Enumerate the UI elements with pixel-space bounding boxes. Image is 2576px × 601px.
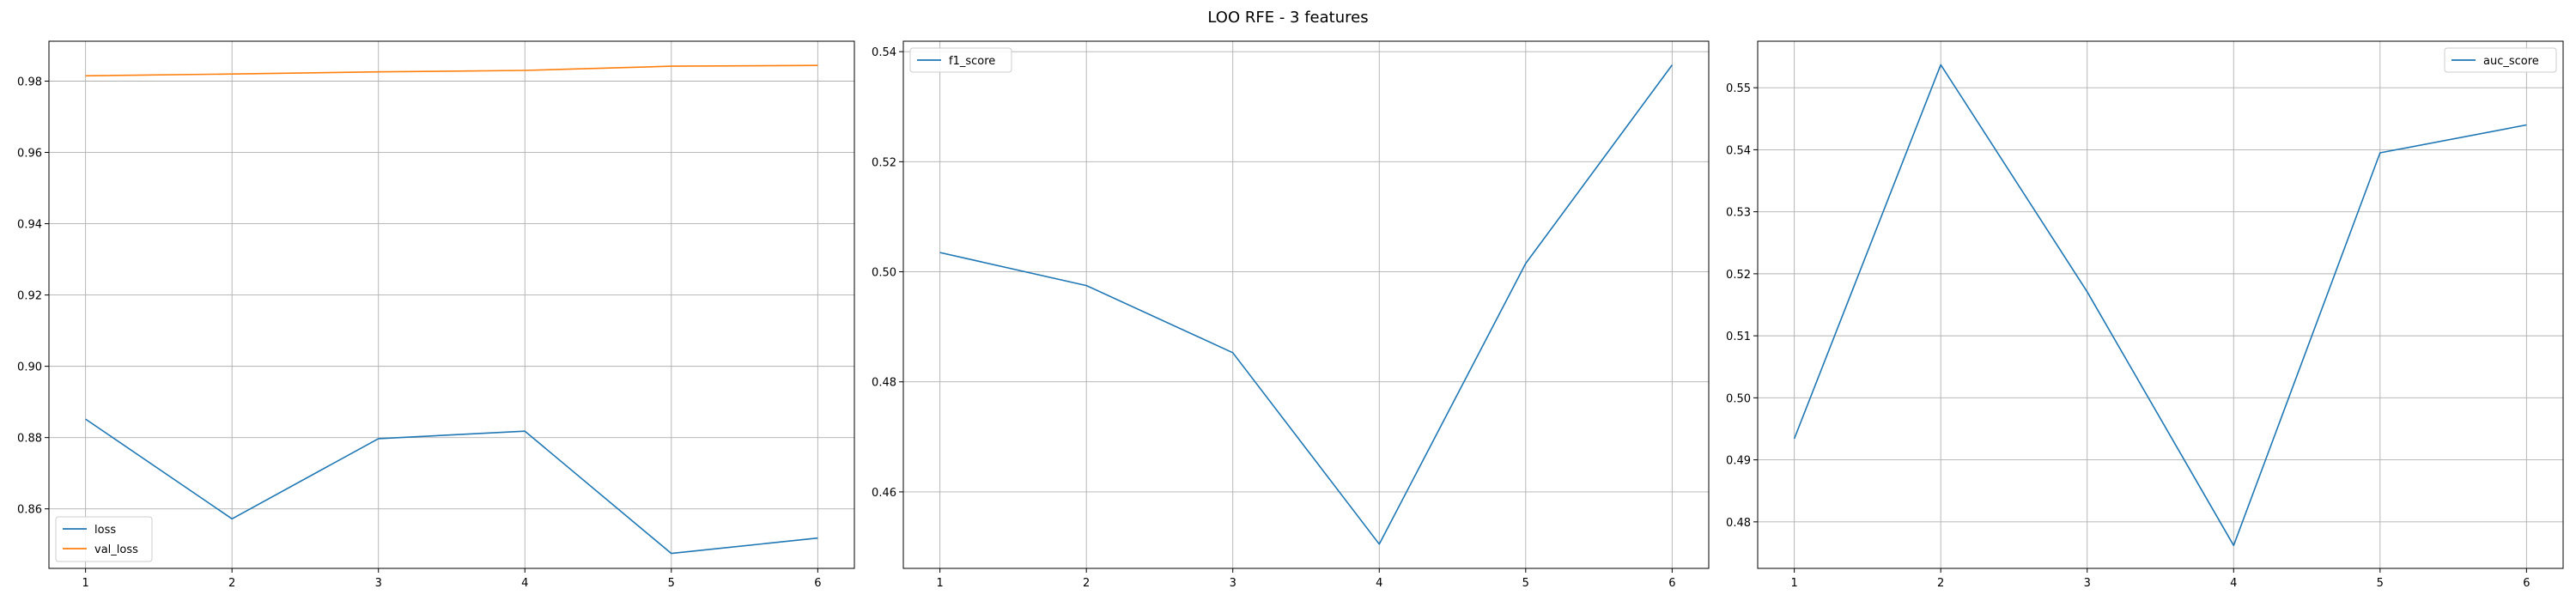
legend-box	[55, 516, 153, 562]
y-tick-label: 0.52	[872, 156, 896, 169]
y-tick-label: 0.92	[17, 290, 42, 303]
y-tick-label: 0.94	[17, 219, 42, 232]
figure-title: LOO RFE - 3 features	[1207, 9, 1369, 27]
x-tick-label: 2	[1937, 577, 1944, 590]
x-tick-label: 1	[936, 577, 943, 590]
x-tick-label: 5	[668, 577, 675, 590]
x-tick-label: 3	[1230, 577, 1236, 590]
legend-label-f1_score: f1_score	[949, 55, 995, 68]
y-tick-label: 0.50	[872, 267, 896, 280]
x-tick-label: 5	[2377, 577, 2384, 590]
y-tick-label: 0.49	[1726, 455, 1751, 468]
y-tick-label: 0.46	[872, 487, 896, 500]
series-line-val_loss	[85, 64, 818, 77]
x-tick-label: 2	[228, 577, 235, 590]
legend: f1_score	[909, 47, 1012, 73]
x-tick-label: 3	[375, 577, 382, 590]
series-line-auc_score	[1793, 64, 2527, 547]
y-tick-label: 0.54	[872, 46, 896, 59]
y-tick-label: 0.98	[17, 76, 42, 88]
axes-frame	[1757, 40, 2564, 569]
series-line-loss	[85, 418, 818, 555]
y-tick-label: 0.88	[17, 433, 42, 446]
y-tick-label: 0.90	[17, 361, 42, 374]
x-tick-label: 1	[1790, 577, 1797, 590]
x-tick-label: 6	[2523, 577, 2530, 590]
y-tick-label: 0.50	[1726, 392, 1751, 405]
subplot-auc-score: 1 2 3 4 5 6 0.48 0.49 0.50 0.51 0.52 0.53 0.54 0.55 au…	[1726, 40, 2564, 590]
x-tick-label: 4	[2230, 577, 2237, 590]
x-tick-label: 1	[82, 577, 88, 590]
x-tick-label: 4	[1376, 577, 1382, 590]
y-tick-label: 0.52	[1726, 269, 1751, 282]
x-tick-label: 6	[814, 577, 821, 590]
series-line-f1_score	[939, 64, 1674, 545]
x-tick-label: 2	[1083, 577, 1090, 590]
legend-label-loss: loss	[94, 524, 116, 537]
y-tick-label: 0.86	[17, 504, 42, 517]
legend: auc_score	[2444, 47, 2557, 73]
legend-label-val_loss: val_loss	[94, 543, 138, 556]
y-tick-label: 0.48	[872, 377, 896, 390]
y-tick-label: 0.51	[1726, 331, 1751, 343]
x-tick-label: 4	[521, 577, 528, 590]
x-tick-label: 6	[1668, 577, 1675, 590]
legend: loss val_loss	[55, 516, 153, 562]
y-tick-label: 0.55	[1726, 82, 1751, 95]
subplot-f1-score: 1 2 3 4 5 6 0.46 0.48 0.50 0.52 0.54 f1_score	[872, 40, 1710, 590]
y-tick-label: 0.54	[1726, 144, 1751, 157]
legend-label-auc_score: auc_score	[2483, 55, 2539, 68]
x-tick-label: 5	[1522, 577, 1529, 590]
y-tick-label: 0.53	[1726, 207, 1751, 220]
y-tick-label: 0.96	[17, 148, 42, 161]
legend-box	[2444, 47, 2557, 73]
y-tick-label: 0.48	[1726, 517, 1751, 530]
axes-frame	[48, 40, 855, 569]
x-tick-label: 3	[2084, 577, 2091, 590]
subplot-loss: 1 2 3 4 5 6 0.86 0.88 0.90 0.92 0.94 0.96 0.98 loss va…	[17, 40, 855, 590]
legend-box	[909, 47, 1012, 73]
axes-frame	[902, 40, 1710, 569]
